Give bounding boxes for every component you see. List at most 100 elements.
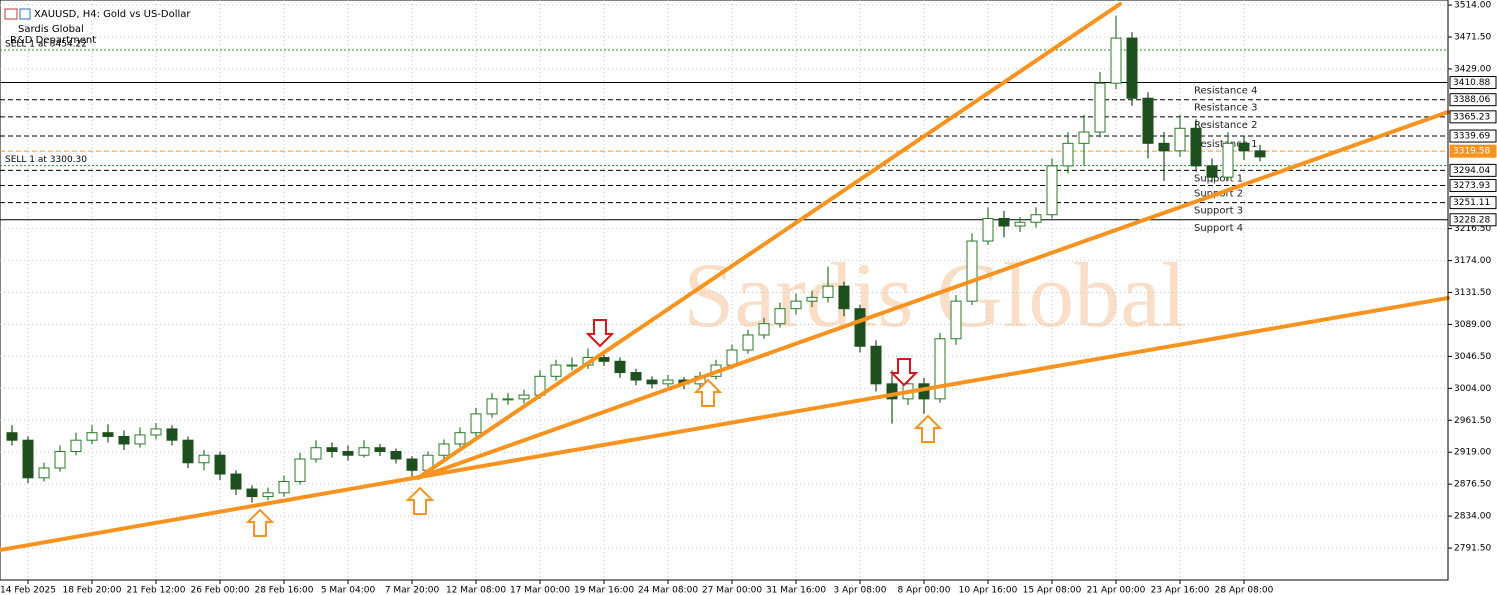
candle-body [982,217,994,242]
candle-body [182,439,194,464]
candle-body [54,450,66,469]
candle-body [342,450,354,456]
x-tick-label: 23 Apr 16:00 [1151,586,1210,595]
y-tick-label: 3429.00 [1454,64,1491,74]
down-arrow [889,358,919,387]
level-label: 3388.06 [1453,95,1490,105]
level-label: 3294.04 [1453,166,1490,176]
candle-body [1142,97,1154,144]
x-tick-label: 24 Mar 08:00 [638,586,698,595]
level-text: Support 1 [1194,173,1243,184]
y-tick-label: 2791.50 [1454,544,1491,554]
candle-body [6,432,18,441]
candle-body [502,398,514,401]
symbol: XAUUSD, H4: Gold vs US-Dollar [34,9,191,20]
level-tag [1449,163,1497,177]
x-tick-label: 12 Mar 08:00 [446,586,506,595]
candle-body [1254,150,1266,158]
candle-body [166,428,178,441]
candle-body [598,357,610,362]
trade-label: SELL 1 at 3300.30 [5,155,87,165]
candle-body [1174,127,1186,152]
up-arrow [405,486,435,515]
y-tick-label: 3004.00 [1454,384,1491,394]
up-arrow [693,378,723,407]
candle-body [38,467,50,479]
candle-body [1110,37,1122,84]
candle-body [310,447,322,460]
y-tick-label: 3131.50 [1454,288,1491,298]
level-label: 3273.93 [1453,181,1490,191]
x-tick-label: 8 Apr 00:00 [898,586,951,595]
level-label: 3319.58 [1453,147,1490,157]
x-tick-label: 17 Mar 00:00 [510,586,570,595]
y-tick-label: 2876.50 [1454,480,1491,490]
y-tick-label: 3471.50 [1454,32,1491,42]
candle-body [22,439,34,479]
candle-body [294,458,306,483]
candle-body [486,398,498,415]
x-tick-label: 7 Mar 20:00 [385,586,440,595]
up-arrow [245,508,275,537]
y-tick-label: 3089.00 [1454,320,1491,330]
trendlines [0,2,1450,552]
level-label: 3339.69 [1453,132,1490,142]
candle-body [758,323,770,336]
level-text: Resistance 4 [1194,86,1257,97]
x-tick-label: 14 Feb 2025 [0,586,56,595]
candle-body [950,300,962,340]
level-text: Resistance 2 [1194,120,1257,131]
candle-body [1062,142,1074,167]
candle-body [1190,127,1202,167]
level-tag [1449,76,1497,90]
candle-body [646,379,658,385]
trendline [0,296,1450,552]
level-label: 3410.88 [1453,78,1490,88]
x-tick-label: 15 Apr 08:00 [1023,586,1082,595]
arrows [245,319,943,537]
y-tick-label: 3216.50 [1454,224,1491,234]
level-label: 3251.11 [1453,198,1490,208]
candle-body [662,379,674,385]
candle-body [198,454,210,464]
candle-body [1030,214,1042,223]
level-text: Support 4 [1194,223,1243,234]
level-tag [1449,110,1497,124]
candle-body [518,394,530,400]
x-tick-label: 18 Feb 20:00 [62,586,121,595]
candle-body [86,432,98,441]
x-tick-label: 10 Apr 16:00 [959,586,1018,595]
level-tag [1449,129,1497,143]
trade-label: SELL 1 at 3454.22 [5,39,87,49]
x-tick-label: 28 Feb 16:00 [254,586,313,595]
candle-body [470,413,482,434]
candle-body [790,300,802,310]
candle-body [870,345,882,385]
x-tick-label: 3 Apr 08:00 [834,586,887,595]
candle-body [1046,165,1058,216]
candle-body [262,492,274,498]
candle-body [998,217,1010,227]
x-tick-label: 27 Mar 00:00 [702,586,762,595]
candle-body [1238,142,1250,152]
candle-body [1078,131,1090,144]
candle-body [390,450,402,460]
candle-body [230,473,242,490]
down-arrow [585,319,615,348]
x-tick-label: 19 Mar 16:00 [574,586,634,595]
y-tick-label: 3514.00 [1454,1,1491,11]
candle-body [966,240,978,302]
department: R&D Department [10,35,96,46]
candle-body [102,432,114,437]
candle-body [1222,142,1234,178]
candle-body [246,488,258,498]
x-tick-label: 26 Feb 00:00 [190,586,249,595]
candle-body [1094,82,1106,133]
candle-body [806,296,818,302]
level-tag [1449,213,1497,227]
candle-body [566,364,578,367]
candle-body [774,308,786,325]
y-tick-label: 3046.50 [1454,352,1491,362]
candle-body [854,308,866,347]
